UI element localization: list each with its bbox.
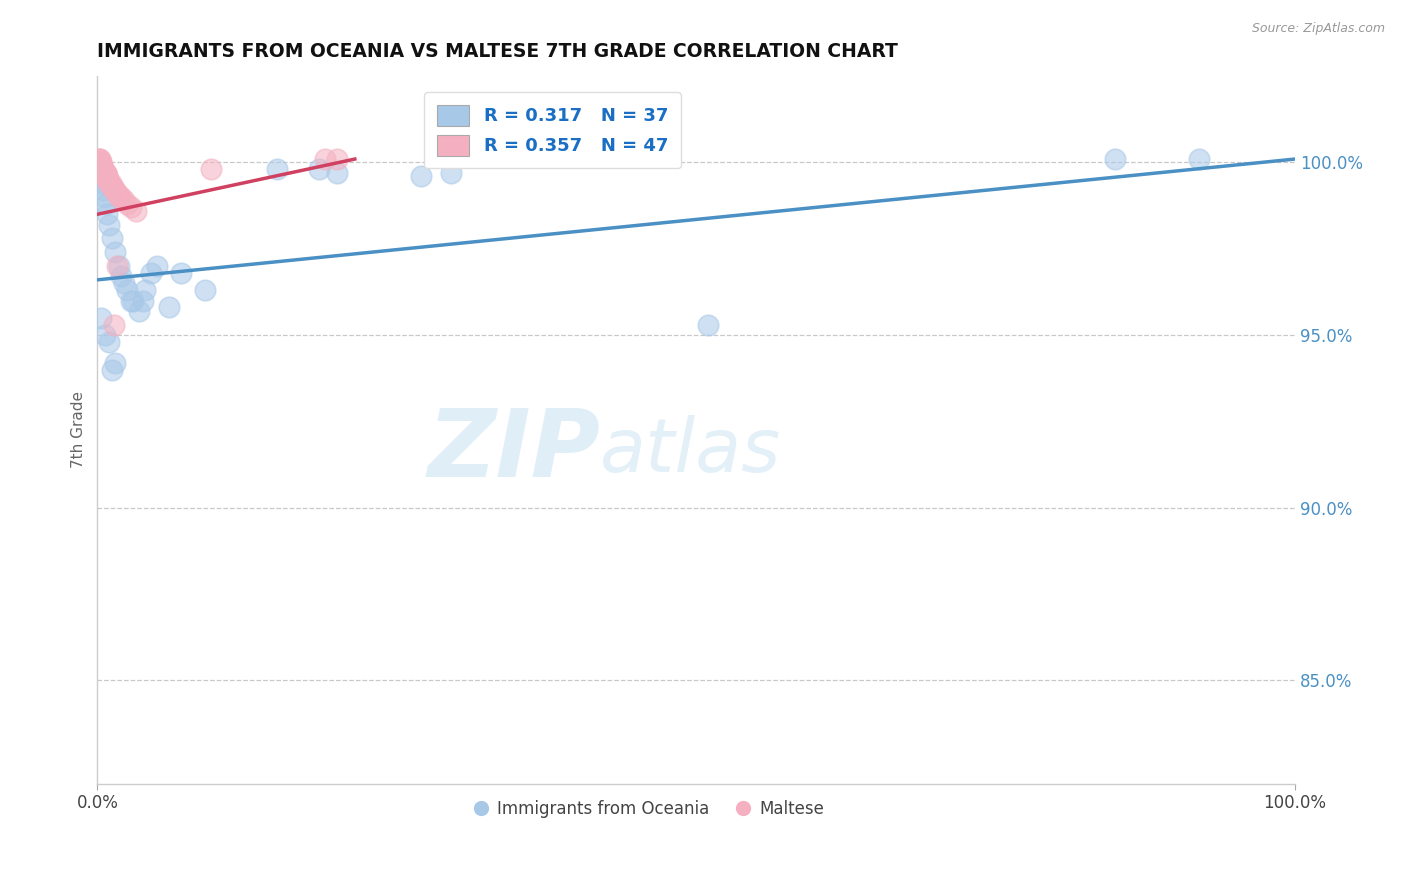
Point	[94, 166, 117, 180]
Point	[90, 310, 112, 325]
Point	[120, 293, 142, 308]
Point	[326, 166, 349, 180]
Point	[98, 334, 121, 349]
Point	[117, 197, 139, 211]
Point	[89, 162, 111, 177]
Point	[440, 166, 463, 180]
Text: ZIP: ZIP	[427, 405, 600, 497]
Point	[91, 162, 114, 177]
Point	[107, 186, 129, 201]
Point	[103, 183, 125, 197]
Point	[117, 283, 139, 297]
Point	[157, 301, 180, 315]
Y-axis label: 7th Grade: 7th Grade	[72, 392, 86, 468]
Text: atlas: atlas	[600, 415, 782, 487]
Point	[103, 318, 125, 332]
Point	[93, 166, 115, 180]
Legend: Immigrants from Oceania, Maltese: Immigrants from Oceania, Maltese	[465, 794, 831, 825]
Point	[110, 190, 132, 204]
Point	[97, 173, 120, 187]
Point	[90, 159, 112, 173]
Text: Source: ZipAtlas.com: Source: ZipAtlas.com	[1251, 22, 1385, 36]
Point	[134, 283, 156, 297]
Point	[97, 173, 120, 187]
Point	[93, 328, 115, 343]
Point	[93, 166, 115, 180]
Point	[91, 159, 114, 173]
Point	[96, 169, 118, 184]
Point	[104, 245, 127, 260]
Point	[146, 259, 169, 273]
Point	[90, 155, 112, 169]
Point	[100, 176, 122, 190]
Point	[266, 162, 288, 177]
Point	[409, 169, 432, 184]
Point	[90, 159, 112, 173]
Point	[104, 356, 127, 370]
Point	[112, 277, 135, 291]
Point	[87, 152, 110, 166]
Point	[108, 259, 131, 273]
Point	[96, 169, 118, 184]
Point	[112, 194, 135, 208]
Point	[94, 197, 117, 211]
Point	[91, 162, 114, 177]
Point	[93, 166, 115, 180]
Point	[96, 207, 118, 221]
Point	[90, 169, 112, 184]
Point	[98, 176, 121, 190]
Point	[1188, 152, 1211, 166]
Point	[98, 218, 121, 232]
Point	[89, 155, 111, 169]
Point	[120, 200, 142, 214]
Point	[308, 162, 330, 177]
Point	[108, 190, 131, 204]
Point	[194, 283, 217, 297]
Point	[128, 304, 150, 318]
Point	[91, 176, 114, 190]
Point	[124, 203, 146, 218]
Point	[200, 162, 222, 177]
Point	[100, 231, 122, 245]
Point	[326, 152, 349, 166]
Point	[104, 183, 127, 197]
Point	[314, 152, 336, 166]
Point	[105, 186, 128, 201]
Point	[93, 190, 115, 204]
Point	[101, 179, 124, 194]
Point	[87, 152, 110, 166]
Point	[170, 266, 193, 280]
Point	[697, 318, 720, 332]
Point	[100, 179, 122, 194]
Point	[89, 155, 111, 169]
Point	[91, 159, 114, 173]
Point	[100, 179, 122, 194]
Point	[90, 155, 112, 169]
Point	[1104, 152, 1126, 166]
Point	[132, 293, 155, 308]
Point	[122, 293, 145, 308]
Text: IMMIGRANTS FROM OCEANIA VS MALTESE 7TH GRADE CORRELATION CHART: IMMIGRANTS FROM OCEANIA VS MALTESE 7TH G…	[97, 42, 898, 61]
Point	[110, 269, 132, 284]
Point	[91, 162, 114, 177]
Point	[91, 183, 114, 197]
Point	[100, 362, 122, 376]
Point	[89, 152, 111, 166]
Point	[141, 266, 163, 280]
Point	[96, 173, 118, 187]
Point	[91, 162, 114, 177]
Point	[98, 176, 121, 190]
Point	[94, 166, 117, 180]
Point	[105, 259, 128, 273]
Point	[94, 169, 117, 184]
